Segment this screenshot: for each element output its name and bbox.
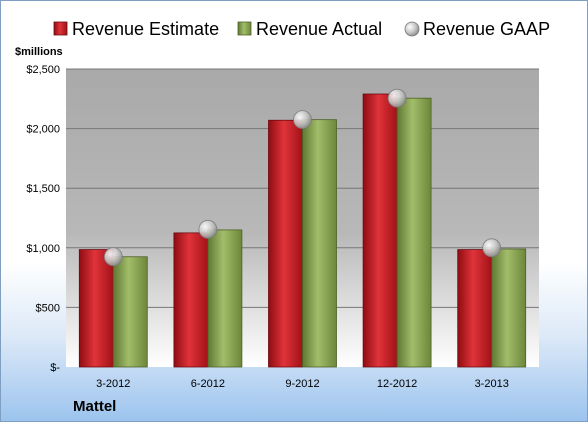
bar-revenue-estimate [78,249,114,368]
bar-revenue-estimate [268,119,303,368]
y-unit-label: $millions [15,46,63,58]
x-tick-label: 9-2012 [285,378,319,390]
legend-swatch-revenue-estimate [53,21,68,36]
y-tick-label: $2,000 [26,124,60,136]
bar-revenue-actual [207,229,243,368]
legend-label: Revenue Actual [256,19,382,39]
y-tick-label: $2,500 [26,64,60,76]
y-tick-label: $1,500 [26,183,60,195]
bar-revenue-actual [112,256,148,368]
bar-revenue-actual [396,97,432,368]
marker-revenue-gaap [482,238,502,258]
company-name: Mattel [73,398,117,415]
marker-revenue-gaap [387,88,407,108]
bar-revenue-estimate [457,249,493,368]
marker-revenue-gaap [103,247,123,267]
bar-revenue-actual [491,248,527,368]
legend-label: Revenue Estimate [72,19,219,39]
legend-swatch-revenue-gaap [404,21,420,37]
bar-revenue-estimate [362,93,398,368]
x-tick-label: 6-2012 [191,378,225,390]
bar-revenue-estimate [173,232,209,368]
x-tick-label: 3-2013 [475,378,509,390]
legend-swatch-revenue-actual [237,21,252,36]
y-tick-label: $1,000 [26,243,60,255]
bar-revenue-actual [302,119,337,368]
y-tick-label: $- [50,362,60,374]
marker-revenue-gaap [293,110,312,130]
x-tick-label: 3-2012 [96,378,130,390]
legend-label: Revenue GAAP [423,19,550,39]
y-tick-label: $500 [36,302,60,314]
marker-revenue-gaap [198,219,218,239]
x-tick-label: 12-2012 [377,378,417,390]
